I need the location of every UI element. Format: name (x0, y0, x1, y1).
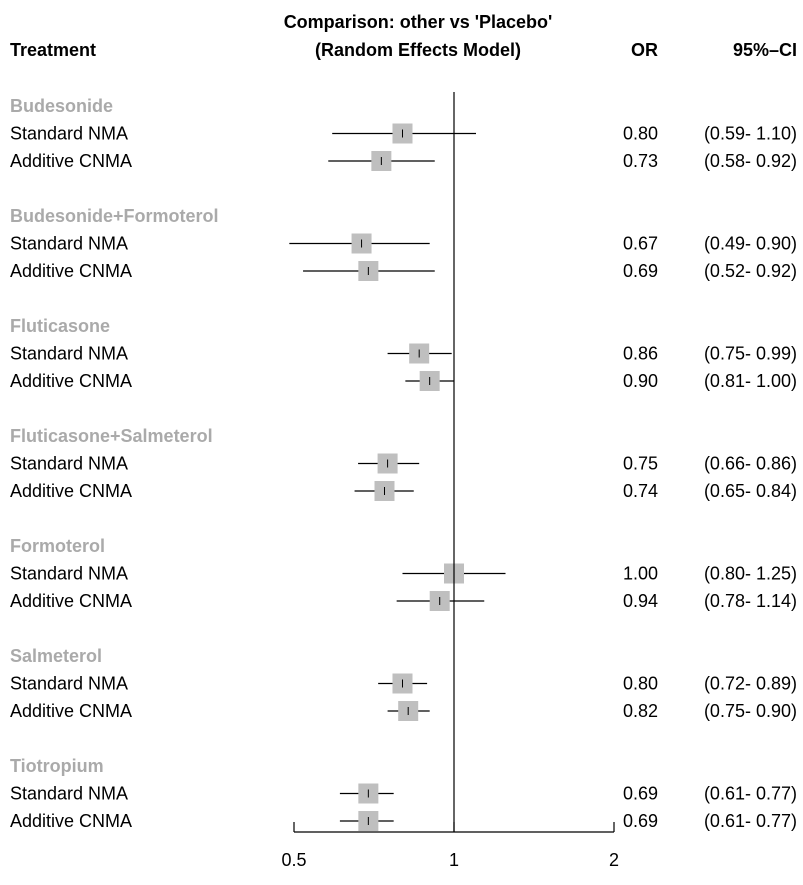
group-label: Formoterol (10, 536, 105, 556)
row-label: Standard NMA (10, 124, 128, 144)
forest-row: Standard NMA 0.80 (0.72- 0.89) (10, 673, 797, 694)
group-label: Salmeterol (10, 646, 102, 666)
forest-row: Additive CNMA 0.90 (0.81- 1.00) (10, 371, 797, 391)
treatment-header: Treatment (10, 40, 96, 60)
row-label: Standard NMA (10, 564, 128, 584)
or-value: 0.94 (623, 591, 658, 611)
group-5: Salmeterol Standard NMA 0.80 (0.72- 0.89) Ad… (10, 646, 797, 721)
or-value: 0.82 (623, 701, 658, 721)
row-label: Additive CNMA (10, 261, 132, 281)
comparison-header-line2: (Random Effects Model) (315, 40, 521, 60)
ci-value: (0.58- 0.92) (704, 151, 797, 171)
or-value: 0.86 (623, 344, 658, 364)
or-value: 0.69 (623, 784, 658, 804)
group-label: Fluticasone+Salmeterol (10, 426, 213, 446)
row-label: Standard NMA (10, 234, 128, 254)
row-label: Additive CNMA (10, 701, 132, 721)
ci-value: (0.72- 0.89) (704, 674, 797, 694)
ci-header: 95%–CI (733, 40, 797, 60)
ci-value: (0.49- 0.90) (704, 234, 797, 254)
forest-rows: Budesonide Standard NMA 0.80 (0.59- 1.10) Ad… (10, 96, 797, 831)
ci-value: (0.75- 0.90) (704, 701, 797, 721)
row-label: Additive CNMA (10, 591, 132, 611)
forest-row: Standard NMA 0.69 (0.61- 0.77) (10, 783, 797, 804)
ci-value: (0.52- 0.92) (704, 261, 797, 281)
row-label: Additive CNMA (10, 481, 132, 501)
ci-value: (0.80- 1.25) (704, 564, 797, 584)
forest-row: Additive CNMA 0.94 (0.78- 1.14) (10, 591, 797, 611)
ci-value: (0.78- 1.14) (704, 591, 797, 611)
comparison-header-line1: Comparison: other vs 'Placebo' (284, 12, 553, 32)
or-header: OR (631, 40, 658, 60)
or-value: 0.74 (623, 481, 658, 501)
row-label: Standard NMA (10, 344, 128, 364)
forest-row: Additive CNMA 0.73 (0.58- 0.92) (10, 151, 797, 171)
forest-row: Standard NMA 0.86 (0.75- 0.99) (10, 343, 797, 364)
or-value: 0.80 (623, 124, 658, 144)
or-value: 1.00 (623, 564, 658, 584)
ci-value: (0.65- 0.84) (704, 481, 797, 501)
row-label: Additive CNMA (10, 371, 132, 391)
ci-value: (0.61- 0.77) (704, 811, 797, 831)
group-2: Fluticasone Standard NMA 0.86 (0.75- 0.99) A… (10, 316, 797, 391)
or-value: 0.67 (623, 234, 658, 254)
ci-value: (0.61- 0.77) (704, 784, 797, 804)
row-label: Standard NMA (10, 454, 128, 474)
tick-label: 1 (449, 850, 459, 870)
group-4: Formoterol Standard NMA 1.00 (0.80- 1.25) Ad… (10, 536, 797, 611)
forest-row: Additive CNMA 0.69 (0.61- 0.77) (10, 811, 797, 831)
group-label: Budesonide (10, 96, 113, 116)
forest-row: Standard NMA 0.67 (0.49- 0.90) (10, 233, 797, 254)
group-label: Fluticasone (10, 316, 110, 336)
or-value: 0.75 (623, 454, 658, 474)
forest-row: Additive CNMA 0.69 (0.52- 0.92) (10, 261, 797, 281)
ci-value: (0.75- 0.99) (704, 344, 797, 364)
group-3: Fluticasone+Salmeterol Standard NMA 0.75 (0… (10, 426, 797, 501)
group-0: Budesonide Standard NMA 0.80 (0.59- 1.10) Ad… (10, 96, 797, 171)
group-label: Tiotropium (10, 756, 104, 776)
forest-row: Standard NMA 0.80 (0.59- 1.10) (10, 123, 797, 144)
or-value: 0.69 (623, 261, 658, 281)
tick-label: 2 (609, 850, 619, 870)
or-value: 0.80 (623, 674, 658, 694)
row-label: Standard NMA (10, 784, 128, 804)
ci-value: (0.59- 1.10) (704, 124, 797, 144)
forest-row: Additive CNMA 0.82 (0.75- 0.90) (10, 701, 797, 721)
ci-value: (0.81- 1.00) (704, 371, 797, 391)
forest-row: Additive CNMA 0.74 (0.65- 0.84) (10, 481, 797, 501)
forest-row: Standard NMA 0.75 (0.66- 0.86) (10, 453, 797, 474)
row-label: Additive CNMA (10, 151, 132, 171)
row-label: Additive CNMA (10, 811, 132, 831)
or-value: 0.73 (623, 151, 658, 171)
group-1: Budesonide+Formoterol Standard NMA 0.67 (0.… (10, 206, 797, 281)
ci-value: (0.66- 0.86) (704, 454, 797, 474)
forest-row: Standard NMA 1.00 (0.80- 1.25) (10, 563, 797, 584)
or-value: 0.69 (623, 811, 658, 831)
or-value: 0.90 (623, 371, 658, 391)
column-headers: Treatment Comparison: other vs 'Placebo'… (10, 12, 797, 60)
group-label: Budesonide+Formoterol (10, 206, 219, 226)
tick-label: 0.5 (281, 850, 306, 870)
x-axis: 0.5 1 2 (281, 92, 619, 870)
row-label: Standard NMA (10, 674, 128, 694)
